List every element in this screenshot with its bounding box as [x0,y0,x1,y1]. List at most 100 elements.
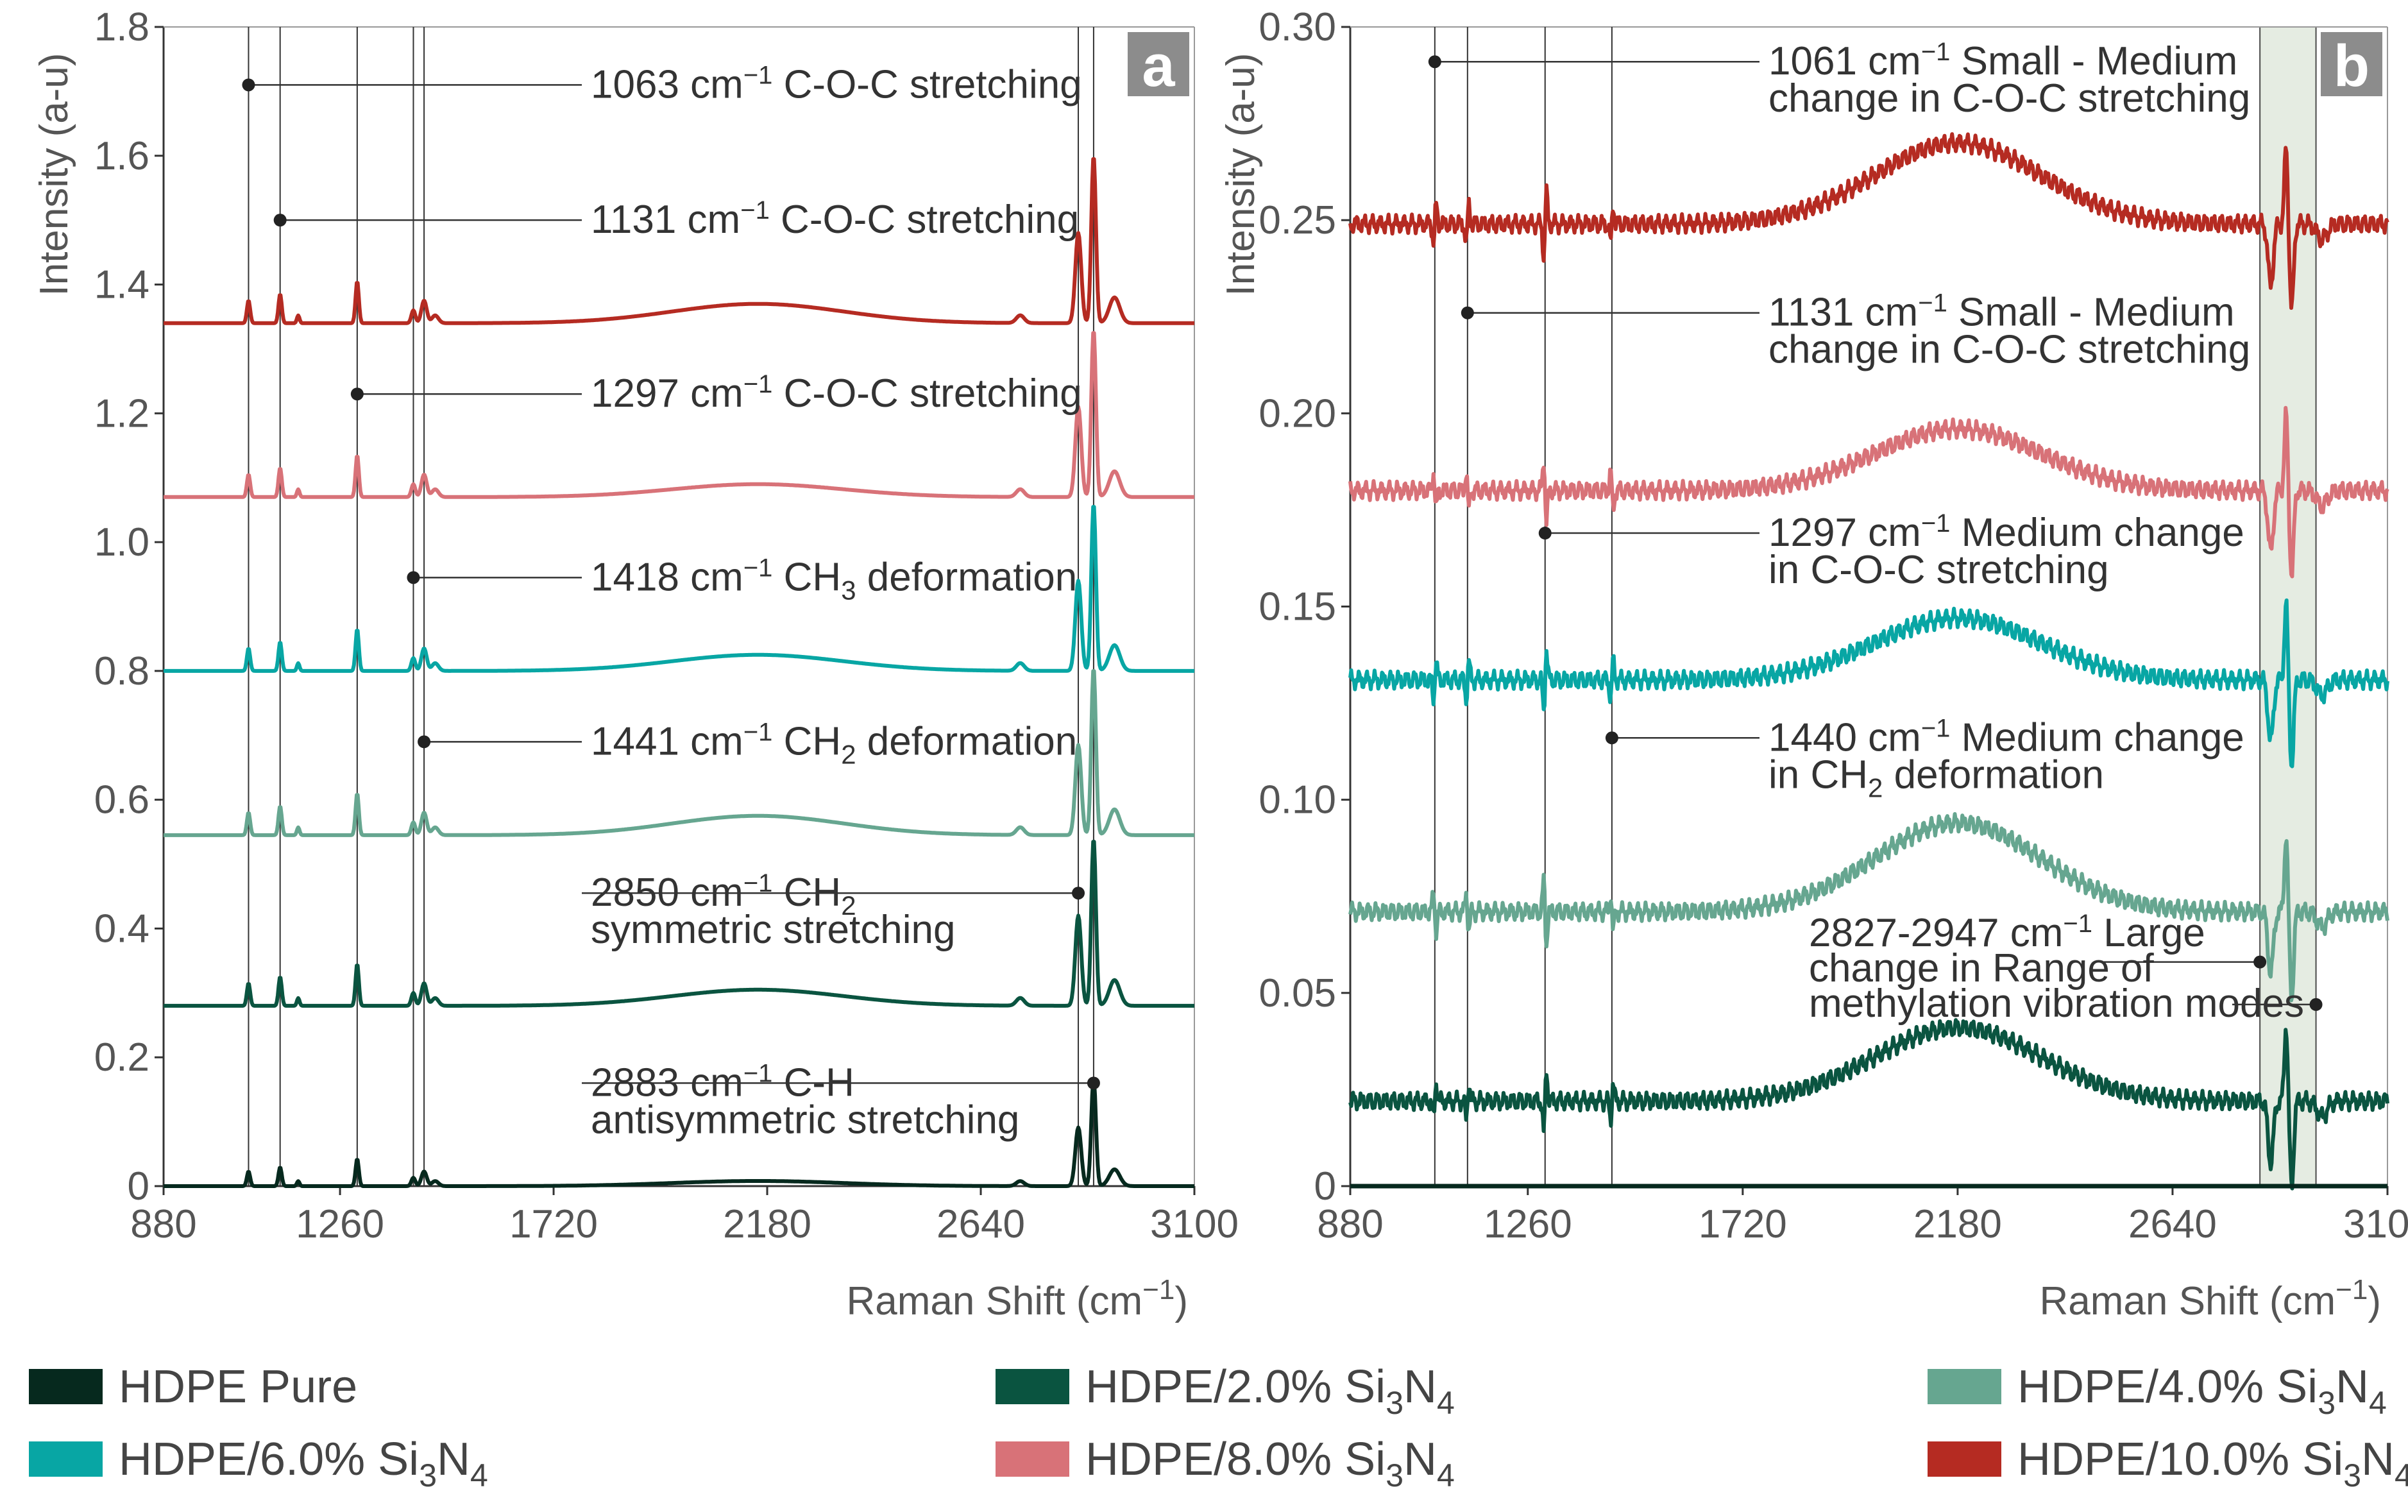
y-tick-label: 0.4 [94,906,149,951]
annotation-text-4: 1441 cm−1 CH2 deformation [591,718,1077,769]
annotation-text-5: 2850 cm−1 CH2 [591,869,856,921]
legend-label: HDPE/10.0% Si3N4 [2017,1434,2408,1493]
y-tick-label: 0.8 [94,649,149,693]
x-axis-label-sup: −1 [1142,1274,1174,1305]
panel-a: 0 0.2 0.4 0.6 0.8 1.0 1.2 1.4 1.6 1.8 880 1260 1720 2… [32,5,1239,1323]
annotation-line2-3: in CH2 deformation [1768,752,2104,803]
y-axis-label: Intensity (a-u) [32,53,76,296]
annotation-dot [1605,731,1618,745]
legend-swatch [29,1369,103,1404]
annotation-sup: −1 [743,61,773,89]
legend-formula-sub: 4 [2369,1385,2387,1421]
x-axis-label-close: ) [1174,1279,1188,1323]
annotation-sup: −1 [743,370,773,398]
annotation-dot [407,571,420,584]
annotation-line2-5: symmetric stretching [591,908,955,952]
x-tick-label: 2180 [723,1202,811,1246]
annotation-dot [418,735,431,749]
legend-label-base: HDPE/4.0% Si [2017,1361,2318,1413]
legend-formula-sub: 3 [2318,1385,2336,1421]
annotation-line2: change in C-O-C stretching [1768,76,2250,121]
annotation-number: 1440 cm [1768,715,1921,760]
legend-swatch [996,1369,1069,1404]
x-axis-label-close: ) [2368,1279,2381,1323]
annotation-dot [350,387,364,401]
legend-label-base: HDPE/6.0% Si [119,1434,419,1485]
annotation-text-0: 1061 cm−1 Small - Medium [1768,38,2237,83]
x-tick-label: 1260 [1484,1202,1572,1246]
legend-formula-sub: 3 [2343,1457,2361,1493]
range-number: 2827-2947 cm [1809,911,2063,955]
panel-b: 0 0.05 0.10 0.15 0.20 0.25 0.30 880 1260 1720 2180… [1219,5,2408,1323]
panel-badge [2321,32,2382,96]
legend-formula-mid: N [2336,1361,2369,1413]
annotation-rest: CH [772,719,841,763]
annotation-line2-2: in C-O-C stretching [1768,548,2109,592]
annotation-number: 1131 cm [1768,291,1918,335]
annotation-sup: −1 [1921,509,1951,538]
legend-formula-sub: 4 [1437,1385,1455,1421]
x-tick-label: 3100 [1150,1202,1239,1246]
range-annotation-line1: 2827-2947 cm−1 Large [1809,910,2205,955]
y-tick-label: 0.10 [1259,778,1336,822]
annotation-rest: C-O-C stretching [772,371,1081,416]
y-tick-label: 0.05 [1259,971,1336,1015]
annotation-text-1: 1131 cm−1 Small - Medium [1768,289,2235,335]
annotation-text-6: 2883 cm−1 C-H [591,1059,854,1105]
annotation-text-0: 1063 cm−1 C-O-C stretching [591,61,1082,106]
legend-formula-mid: N [1403,1361,1437,1413]
annotation-sup: −1 [740,196,770,225]
y-tick-label: 1.6 [94,134,149,178]
annotation-rest: CH [772,555,841,599]
annotation-dot [273,214,287,227]
legend-label: HDPE Pure [119,1361,357,1413]
annotation-rest: Small - Medium [1950,39,2237,83]
series-line-4 [1348,132,2389,310]
legend-formula-sub: 4 [1437,1457,1455,1493]
annotation-line2: symmetric stretching [591,908,955,952]
y-tick-label: 0.25 [1259,198,1336,242]
annotation-sup: −1 [1921,38,1951,66]
annotation-sup: −1 [743,554,773,582]
series-line-4 [162,331,1196,499]
legend-item: HDPE/6.0% Si3N4 [29,1434,488,1493]
range-sup: −1 [2063,910,2092,938]
legend-formula-mid: N [1403,1434,1437,1485]
annotation-line2: in CH [1768,752,1868,797]
legend-label: HDPE/4.0% Si3N4 [2017,1361,2387,1421]
annotation-number: 2883 cm [591,1060,743,1105]
x-tick-label: 1720 [1699,1202,1787,1246]
legend-label-base: HDPE Pure [119,1361,357,1413]
annotation-sub: 2 [841,890,856,921]
annotation-text-2: 1297 cm−1 C-O-C stretching [591,370,1082,416]
legend: HDPE Pure HDPE/2.0% Si3N4 HDPE/4.0% Si3N4H… [29,1361,2408,1493]
series-line-3 [162,505,1196,673]
series-line-0 [1348,1018,2389,1191]
y-tick-label: 1.2 [94,391,149,436]
legend-label-base: HDPE/2.0% Si [1085,1361,1386,1413]
legend-formula-mid: N [437,1434,470,1485]
annotation-dot [242,78,255,92]
y-axis-label: Intensity (a-u) [1219,53,1263,296]
x-tick-label: 2640 [2128,1202,2217,1246]
series-line-2 [1348,598,2389,769]
legend-label: HDPE/8.0% Si3N4 [1085,1434,1455,1493]
annotation-text-1: 1131 cm−1 C-O-C stretching [591,196,1079,242]
annotation-rest: Small - Medium [1947,291,2235,335]
x-axis-label: Raman Shift (cm−1) [2040,1274,2382,1323]
annotation-line2-6: antisymmetric stretching [591,1098,1019,1142]
annotation-sub: 3 [841,575,856,605]
panel-badge [1128,32,1189,96]
range-rest: Large [2092,911,2205,955]
legend-swatch [1928,1369,2001,1404]
annotation-rest: Medium change [1950,511,2244,555]
series-line-1 [1348,812,2389,1003]
annotation-sup: −1 [1918,289,1947,318]
series-line-0 [162,1077,1196,1188]
annotation-number: 1418 cm [591,555,743,599]
legend-formula-sub: 3 [1386,1385,1403,1421]
y-tick-label: 0.20 [1259,391,1336,436]
annotation-number: 2850 cm [591,871,743,915]
legend-formula-sub: 3 [1386,1457,1403,1493]
